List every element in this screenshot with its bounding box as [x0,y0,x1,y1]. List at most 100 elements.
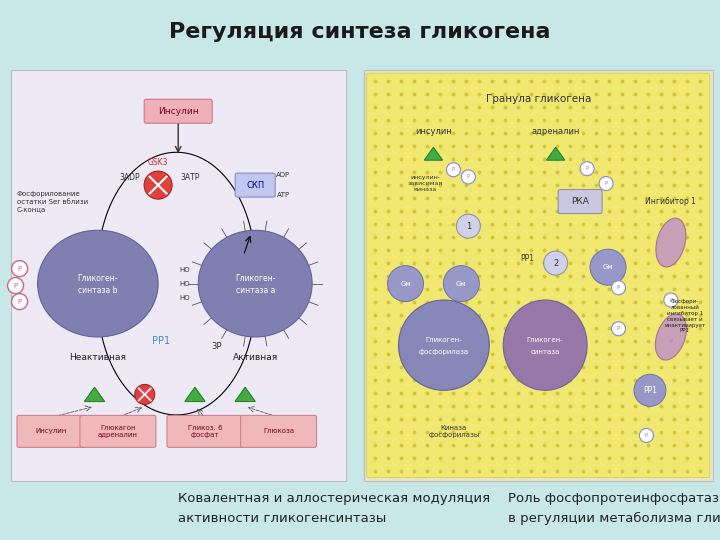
Polygon shape [84,387,104,401]
Circle shape [446,163,461,177]
Circle shape [611,281,626,295]
Text: фосфорилаза: фосфорилаза [419,349,469,355]
Text: АТP: АТP [276,192,289,198]
Text: P: P [14,282,18,288]
Text: 3P: 3P [211,342,222,350]
Text: ADP: ADP [276,172,290,178]
Text: P: P [645,433,648,438]
Polygon shape [546,147,564,160]
Text: P: P [617,285,620,290]
Text: 3ADP: 3ADP [120,173,140,181]
Circle shape [590,249,626,285]
Text: Глюкагон
адреналин: Глюкагон адреналин [98,425,138,438]
Text: Фосфорилование
остатки Ser вблизи
С-конца: Фосфорилование остатки Ser вблизи С-конц… [17,191,88,212]
Text: Киназа
фосфорилазы: Киназа фосфорилазы [428,425,480,438]
Text: HO: HO [179,295,189,301]
Text: Фосфори-
лованный
ингибитор 1
связывает и
инактивирует
PP1: Фосфори- лованный ингибитор 1 связывает … [665,300,706,333]
Text: Активная: Активная [233,353,278,362]
FancyBboxPatch shape [144,99,212,123]
FancyBboxPatch shape [558,190,602,213]
Circle shape [664,293,678,307]
Text: 3АТP: 3АТP [181,173,199,181]
Text: HO: HO [179,281,189,287]
Circle shape [462,170,475,184]
Circle shape [599,177,613,191]
Ellipse shape [655,314,686,360]
Ellipse shape [656,218,686,267]
Ellipse shape [399,300,490,390]
Circle shape [12,294,27,309]
Ellipse shape [503,300,587,390]
Ellipse shape [37,230,158,337]
Text: инсулин-
зависимая
киназа: инсулин- зависимая киназа [408,176,443,192]
Text: Гликоген-: Гликоген- [235,274,276,283]
Text: 2: 2 [553,259,558,268]
Circle shape [387,266,423,302]
Circle shape [611,322,626,336]
Text: Gм: Gм [456,281,467,287]
Circle shape [664,334,678,348]
Ellipse shape [198,230,312,337]
Circle shape [639,428,654,442]
Text: Роль фосфопротеинфосфатазы 1: Роль фосфопротеинфосфатазы 1 [508,492,720,505]
Text: СКП: СКП [246,180,264,190]
Polygon shape [185,387,205,401]
Circle shape [444,266,480,302]
Text: P: P [17,266,22,272]
Circle shape [634,374,666,406]
FancyBboxPatch shape [80,415,156,447]
Text: P: P [670,339,672,343]
FancyBboxPatch shape [235,173,275,197]
FancyBboxPatch shape [167,415,243,447]
Text: Гранула гликогена: Гранула гликогена [485,94,591,104]
Text: Инсулин: Инсулин [35,428,67,434]
Text: P: P [452,167,455,172]
Text: P: P [617,326,620,331]
Text: синтаза b: синтаза b [78,286,117,295]
Text: инсулин: инсулин [415,127,452,136]
Text: P: P [17,299,22,305]
Polygon shape [425,147,442,160]
Text: PP1: PP1 [643,386,657,395]
Text: Gм: Gм [603,264,613,270]
Text: P: P [585,166,589,171]
Text: Gм: Gм [400,281,411,287]
Text: активности гликогенсинтазы: активности гликогенсинтазы [179,512,387,525]
Circle shape [144,171,172,199]
Text: Ковалентная и аллостерическая модуляция: Ковалентная и аллостерическая модуляция [179,492,490,505]
Circle shape [456,214,480,238]
Text: РКА: РКА [571,197,589,206]
Text: P: P [467,174,470,179]
Circle shape [544,251,567,275]
Circle shape [135,384,155,404]
Text: 1: 1 [466,221,471,231]
Text: Гликоген-: Гликоген- [426,337,462,343]
Text: в регуляции метаболизма гликогена: в регуляции метаболизма гликогена [508,512,720,525]
Text: PP1: PP1 [521,254,535,264]
FancyBboxPatch shape [240,415,317,447]
Text: синтаза а: синтаза а [235,286,275,295]
Text: синтаза: синтаза [531,349,560,355]
Text: P: P [670,298,672,302]
Polygon shape [235,387,255,401]
Text: P: P [605,181,608,186]
Circle shape [8,278,24,294]
Text: адреналин: адреналин [531,127,580,136]
FancyBboxPatch shape [17,415,85,447]
FancyBboxPatch shape [11,70,346,481]
Text: Гликоз. 6
фосфат: Гликоз. 6 фосфат [188,425,222,438]
Text: Глюкоза: Глюкоза [263,428,294,434]
Circle shape [12,261,27,276]
Text: Неактивная: Неактивная [69,353,126,362]
Text: Ингибитор 1: Ингибитор 1 [645,197,696,206]
Circle shape [580,161,594,176]
Text: PP1: PP1 [153,336,171,346]
Text: Регуляция синтеза гликогена: Регуляция синтеза гликогена [169,22,551,42]
Text: Инсулин: Инсулин [158,107,199,116]
Text: Гликоген-: Гликоген- [527,337,564,343]
Text: HO: HO [179,267,189,273]
Text: Гликоген-: Гликоген- [78,274,118,283]
FancyBboxPatch shape [364,70,713,481]
FancyBboxPatch shape [366,73,710,477]
Text: GSK3: GSK3 [148,158,168,167]
